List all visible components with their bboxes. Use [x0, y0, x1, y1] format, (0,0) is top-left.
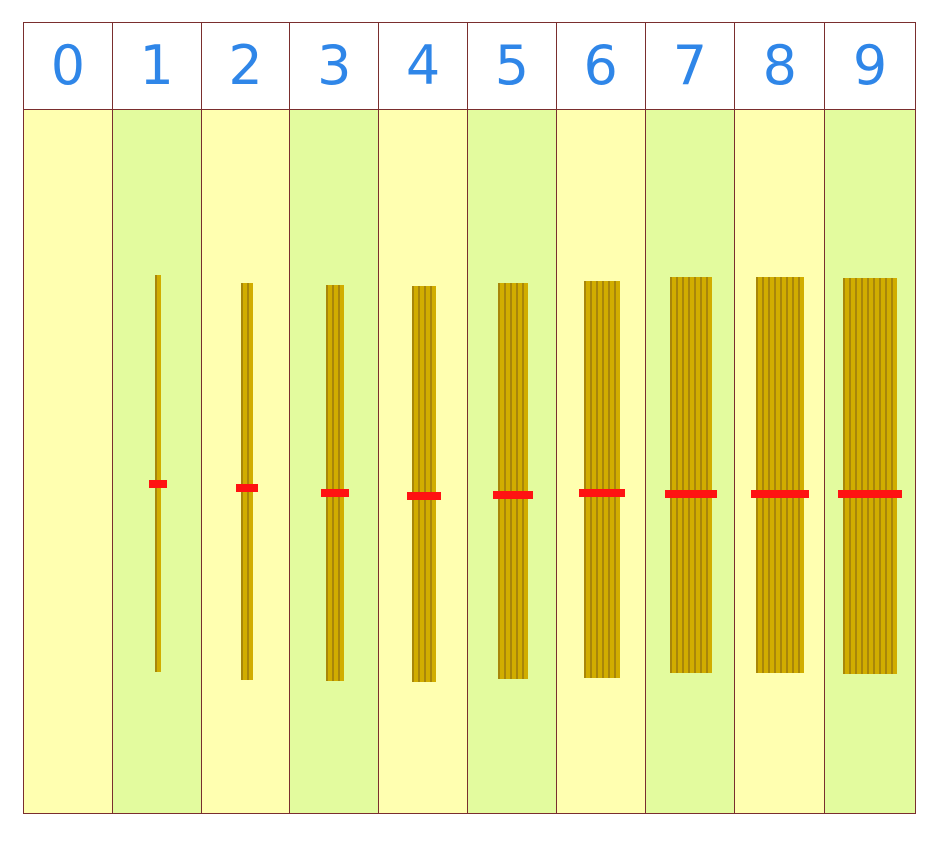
- digit-label: 2: [201, 23, 290, 110]
- spindle: [873, 278, 880, 674]
- spindle: [756, 277, 763, 673]
- compartment-1: 1: [112, 23, 202, 813]
- spindle: [699, 277, 706, 673]
- spindle: [693, 277, 700, 673]
- spindle: [607, 281, 614, 678]
- compartment-body: [825, 110, 915, 813]
- compartment-0: 0: [24, 23, 113, 813]
- compartment-body: [557, 110, 645, 813]
- spindle: [583, 281, 590, 678]
- spindle: [786, 277, 793, 673]
- spindle: [430, 286, 437, 682]
- compartment-3: 3: [290, 23, 380, 813]
- spindle: [792, 277, 799, 673]
- spindle: [338, 285, 345, 681]
- compartment-body: [24, 110, 112, 813]
- compartment-7: 7: [645, 23, 736, 813]
- spindle: [503, 283, 510, 679]
- digit-label: 9: [825, 23, 915, 110]
- compartment-9: 9: [825, 23, 915, 813]
- compartment-8: 8: [735, 23, 826, 813]
- rubber-band: [321, 489, 350, 497]
- spindle: [601, 281, 608, 678]
- rubber-band: [407, 492, 442, 500]
- digit-label: 0: [24, 23, 112, 110]
- spindle: [705, 277, 712, 673]
- spindle: [891, 278, 898, 674]
- compartment-body: [113, 110, 201, 813]
- spindle: [424, 286, 431, 682]
- spindle-bundle: [669, 277, 712, 673]
- spindle: [412, 286, 419, 682]
- spindle: [867, 278, 874, 674]
- digit-label: 6: [556, 23, 645, 110]
- spindle: [687, 277, 694, 673]
- spindle: [589, 281, 596, 678]
- spindle-bundle: [843, 278, 898, 674]
- digit-label: 4: [379, 23, 467, 110]
- digit-label: 7: [645, 23, 735, 110]
- spindle: [515, 283, 522, 679]
- spindle: [762, 277, 769, 673]
- spindle: [681, 277, 688, 673]
- compartment-6: 6: [556, 23, 646, 813]
- compartment-body: [646, 110, 735, 813]
- spindle: [861, 278, 868, 674]
- rubber-band: [578, 489, 625, 497]
- spindle: [885, 278, 892, 674]
- spindle: [326, 285, 333, 681]
- compartment-2: 2: [201, 23, 291, 813]
- digit-label: 5: [467, 23, 556, 110]
- spindle-bundle: [583, 281, 620, 678]
- compartment-body: [379, 110, 467, 813]
- rubber-band: [751, 490, 810, 498]
- spindle: [332, 285, 339, 681]
- rubber-band: [148, 480, 167, 488]
- spindle-bundle: [756, 277, 805, 673]
- spindle-bundle: [154, 275, 161, 672]
- spindle-bundle: [326, 285, 345, 681]
- compartment-body: [290, 110, 378, 813]
- spindle: [855, 278, 862, 674]
- spindle-bundle: [240, 283, 253, 680]
- compartment-5: 5: [467, 23, 557, 813]
- compartment-body: [735, 110, 824, 813]
- digit-label: 3: [290, 23, 379, 110]
- rubber-band: [492, 491, 533, 499]
- spindle: [669, 277, 676, 673]
- digit-label: 1: [112, 23, 201, 110]
- spindle: [154, 275, 161, 672]
- spindle-bundle: [497, 283, 528, 679]
- spindle: [879, 278, 886, 674]
- spindle: [418, 286, 425, 682]
- rubber-band: [838, 490, 903, 498]
- spindle: [509, 283, 516, 679]
- spindle: [798, 277, 805, 673]
- compartment-body: [468, 110, 556, 813]
- spindle: [774, 277, 781, 673]
- spindle: [849, 278, 856, 674]
- spindle: [780, 277, 787, 673]
- spindle: [768, 277, 775, 673]
- compartment-4: 4: [379, 23, 468, 813]
- compartment-body: [202, 110, 290, 813]
- spindle: [240, 283, 247, 680]
- rubber-band: [235, 484, 258, 492]
- spindle: [595, 281, 602, 678]
- spindle: [613, 281, 620, 678]
- rubber-band: [664, 490, 717, 498]
- spindle: [246, 283, 253, 680]
- digit-label: 8: [735, 23, 825, 110]
- spindle: [497, 283, 504, 679]
- spindle: [521, 283, 528, 679]
- spindle: [843, 278, 850, 674]
- spindle-bundle: [412, 286, 437, 682]
- spindle: [675, 277, 682, 673]
